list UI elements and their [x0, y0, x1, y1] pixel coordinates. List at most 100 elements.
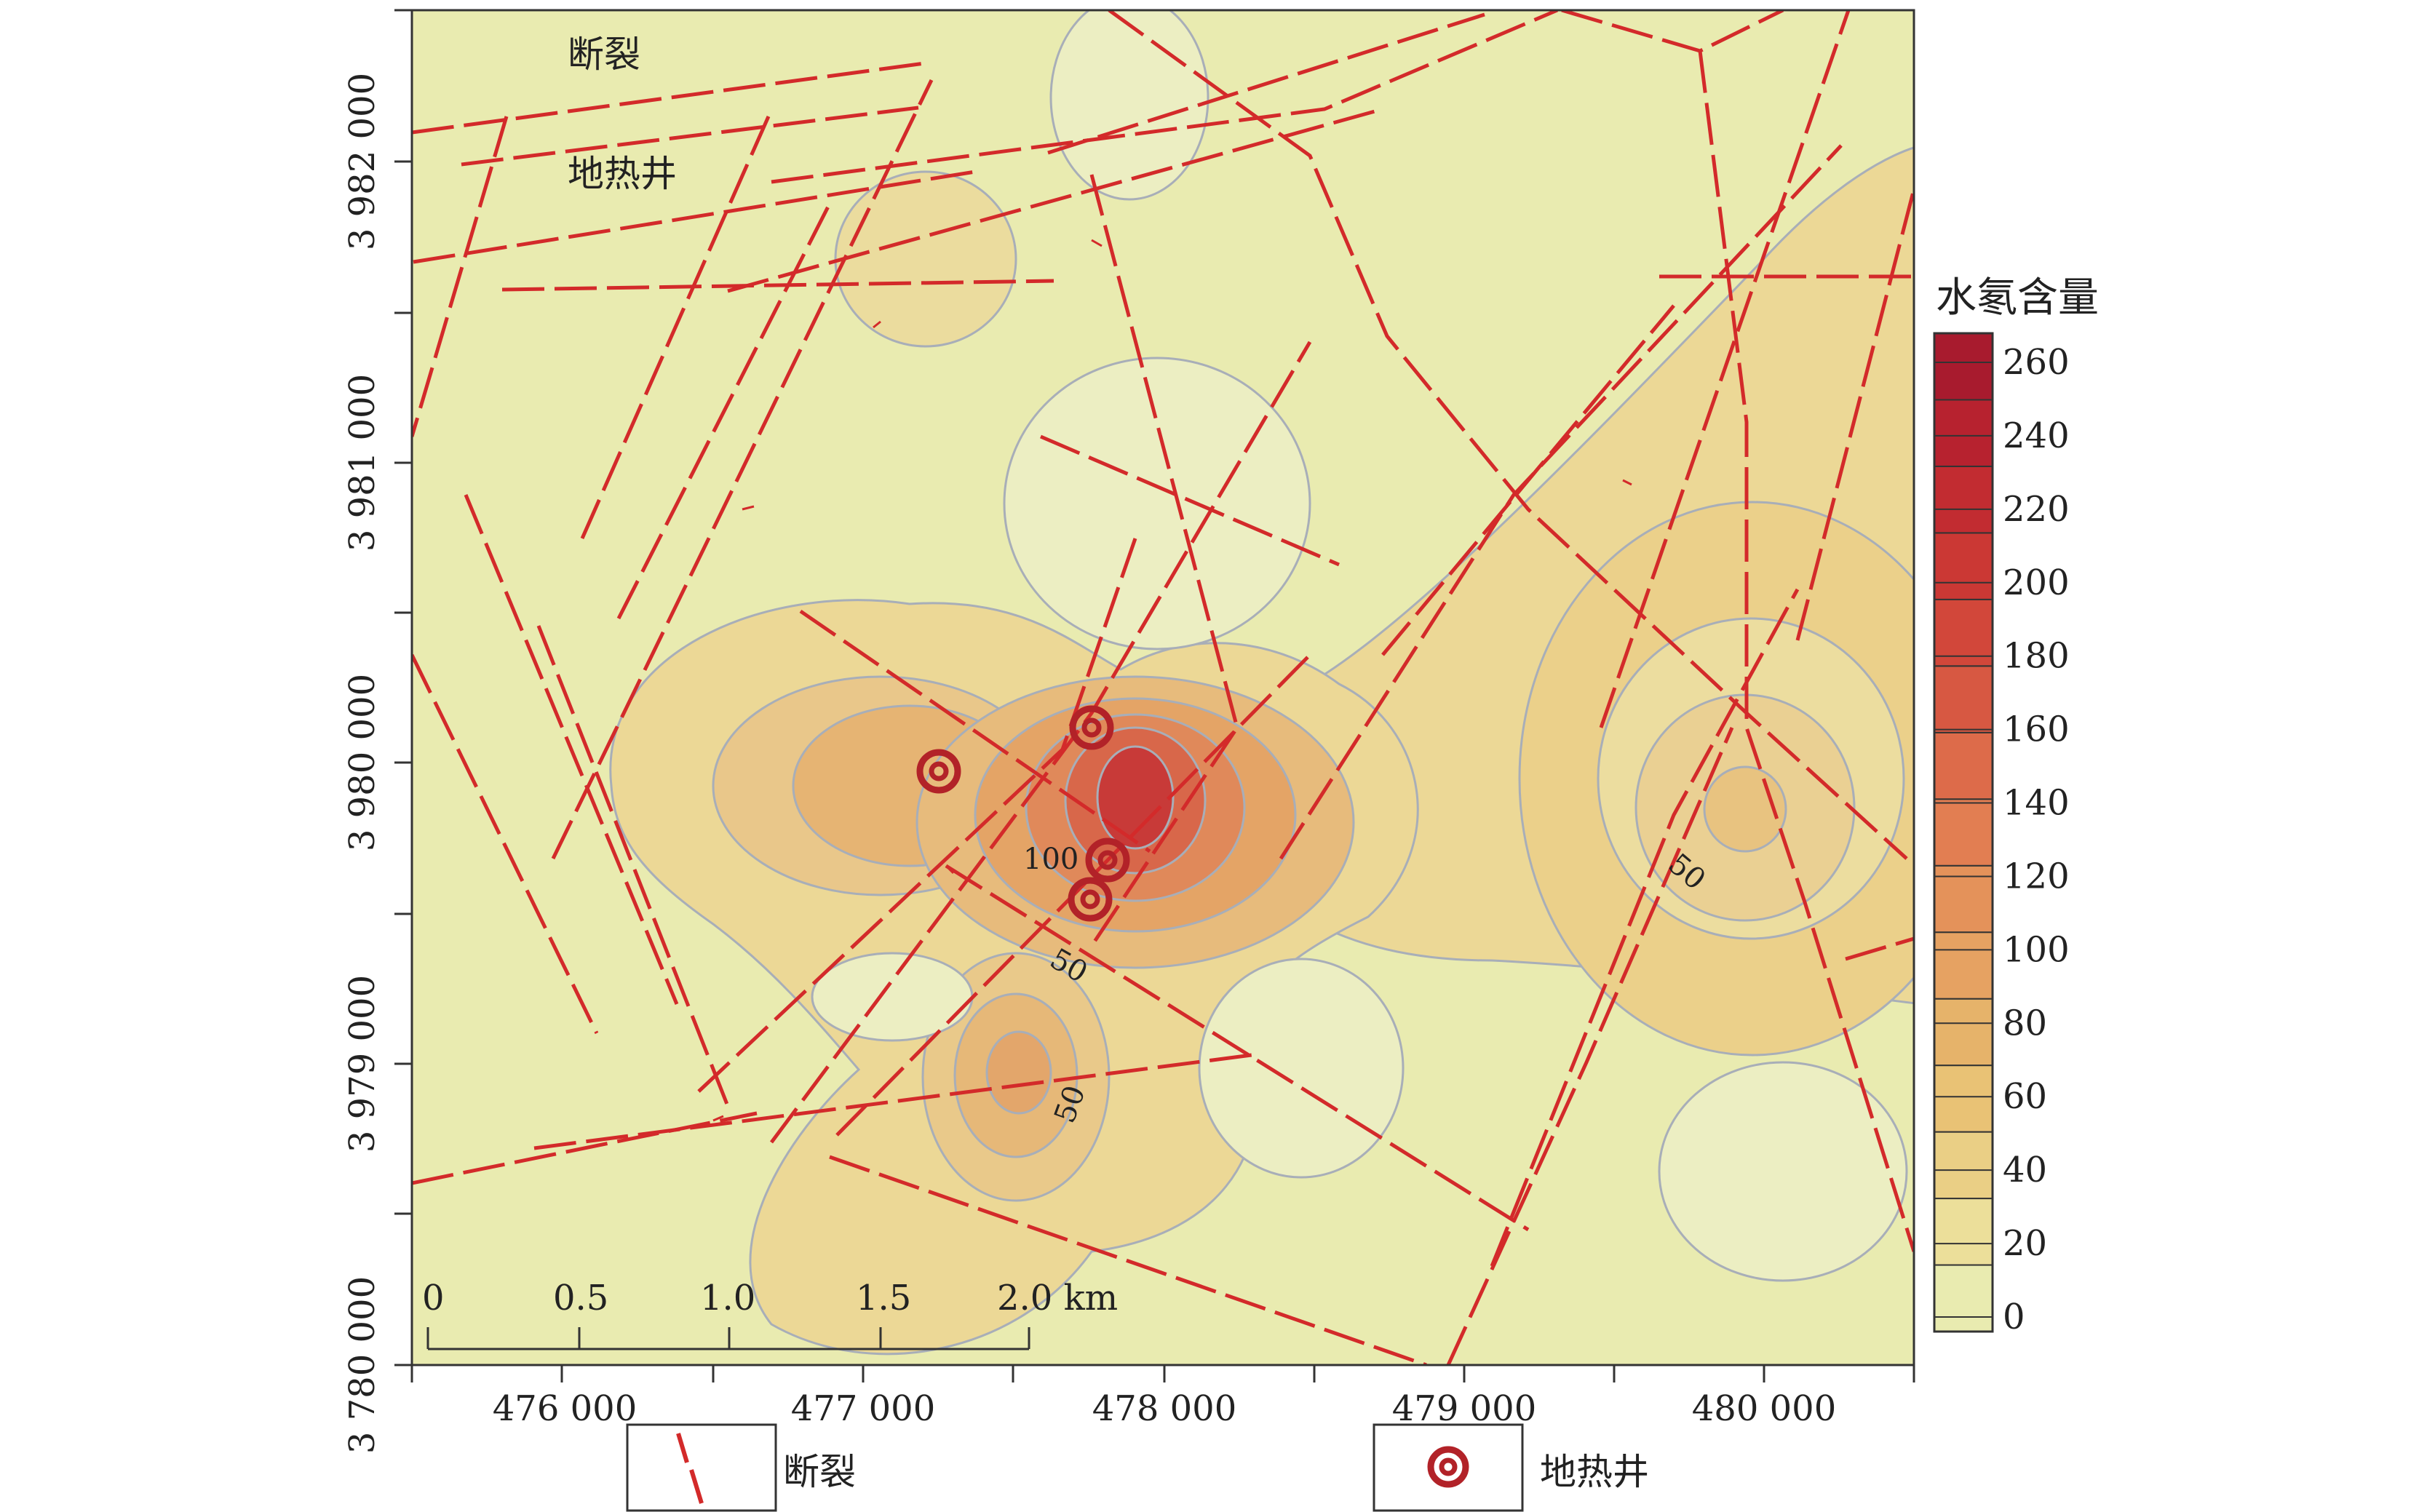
legend-well-symbol	[1427, 1446, 1469, 1488]
colorbar-swatch	[1934, 1198, 1993, 1266]
x-tick-478000: 478 000	[1092, 1388, 1237, 1429]
scale-bar-line	[426, 1327, 1030, 1350]
fault-line	[769, 341, 1312, 1144]
x-axis	[410, 1365, 1915, 1382]
fault-line	[580, 115, 771, 540]
legend: 断裂 地热井	[626, 1423, 1649, 1512]
low-pocket-south	[1198, 958, 1405, 1179]
colorbar-frame	[1933, 332, 1994, 1333]
y-axis-ticks	[394, 9, 412, 1366]
colorbar-swatch	[1934, 1264, 1993, 1332]
colorbar-tick-label: 0	[2003, 1297, 2025, 1337]
x-axis-ticks	[410, 1365, 1915, 1382]
fault-line	[1040, 434, 1340, 567]
fault-line	[829, 1155, 1427, 1365]
well-marker	[916, 749, 961, 794]
fault-line	[727, 107, 1383, 293]
fault-line	[464, 494, 679, 1005]
well-marker	[1069, 705, 1114, 750]
fault-lines	[412, 10, 1914, 1365]
fault-line	[616, 202, 832, 620]
legend-well-label: 地热井	[1540, 1451, 1649, 1493]
inner-label-fault: 断裂	[568, 33, 640, 76]
y-tick-3981000: 3 981 000	[342, 374, 383, 552]
fault-line	[412, 60, 931, 135]
low-pocket-southwest	[811, 952, 974, 1042]
y-tick-3979000: 3 979 000	[342, 975, 383, 1153]
contour-label: 100	[1023, 843, 1079, 876]
fault-line	[1108, 10, 1908, 860]
fault-line	[771, 10, 1558, 184]
fault-line	[1490, 588, 1800, 1267]
y-axis	[394, 9, 412, 1366]
fault-line	[1047, 12, 1485, 155]
colorbar-swatch	[1934, 465, 1993, 534]
well-marker	[1085, 837, 1130, 883]
colorbar-tick-label: 40	[2003, 1150, 2047, 1190]
anomaly-nw	[834, 170, 1017, 348]
low-pocket-southeast	[1658, 1061, 1908, 1282]
colorbar-swatch	[1934, 731, 1993, 800]
colorbar-tick-label: 160	[2003, 709, 2070, 750]
fault-line	[501, 279, 1054, 292]
fault-line	[412, 1111, 758, 1185]
scale-tick-0: 0	[422, 1278, 445, 1318]
fault-line	[551, 79, 934, 860]
colorbar-tick-label: 20	[2003, 1223, 2047, 1264]
fault-tick	[712, 505, 955, 1122]
fault-line	[1845, 936, 1914, 961]
colorbar-tick-label: 200	[2003, 562, 2070, 603]
legend-well-symbol-inner	[1439, 1457, 1458, 1476]
colorbar-tick-label: 100	[2003, 929, 2070, 970]
colorbar-tick-label: 120	[2003, 856, 2070, 896]
colorbar-swatch	[1934, 798, 1993, 867]
fault-line	[412, 116, 509, 437]
colorbar-swatch	[1934, 399, 1993, 467]
legend-fault-symbol	[676, 1433, 704, 1504]
x-tick-480000: 480 000	[1692, 1388, 1837, 1429]
colorbar-tick-label: 180	[2003, 636, 2070, 677]
colorbar-tick-label: 260	[2003, 342, 2070, 383]
colorbar-title: 水氡含量	[1936, 274, 2099, 322]
y-tick-3982000: 3 982 000	[342, 73, 383, 250]
fault-line	[461, 106, 919, 167]
scale-tick-1: 0.5	[553, 1278, 608, 1318]
fault-ticks	[712, 239, 1632, 1122]
colorbar-swatch	[1934, 998, 1993, 1067]
fault-line	[1795, 188, 1914, 641]
scale-tick-2: 1.0	[700, 1278, 755, 1318]
colorbar-swatch	[1934, 1065, 1993, 1133]
y-tick-3980000: 3 980 000	[342, 674, 383, 851]
colorbar-swatch	[1934, 333, 1993, 401]
fault-line	[1599, 10, 1851, 728]
low-pocket-center	[1003, 357, 1311, 650]
colorbar-tick-label: 80	[2003, 1003, 2047, 1043]
legend-well-box	[1373, 1423, 1524, 1512]
fault-line	[1698, 50, 1914, 1252]
well-marker	[1068, 877, 1113, 922]
fault-line	[1279, 144, 1843, 860]
fault-line	[697, 538, 1137, 1093]
legend-fault-label: 断裂	[783, 1451, 856, 1493]
colorbar-tick-label: 240	[2003, 415, 2070, 456]
fault-line	[1089, 174, 1239, 947]
fault-tick	[873, 239, 1632, 486]
colorbar-swatch	[1934, 1131, 1993, 1200]
x-tick-477000: 477 000	[791, 1388, 936, 1429]
fault-line	[799, 609, 1151, 854]
fault-line	[536, 625, 730, 1107]
fault-line	[412, 653, 599, 1035]
scale-tick-4: 2.0 km	[997, 1278, 1118, 1318]
y-tick-3780000: 3 780 000	[342, 1276, 383, 1454]
low-pocket-north	[1049, 10, 1209, 201]
colorbar-tick-label: 60	[2003, 1076, 2047, 1117]
map-frame	[410, 9, 1915, 1366]
radon-contour-field: 100 50 50 50	[412, 10, 1914, 1365]
fault-line	[1381, 304, 1675, 656]
scale-bar	[426, 1327, 1030, 1350]
anomaly-central-south-3	[985, 1030, 1052, 1115]
inner-label-well: 地热井	[568, 153, 677, 195]
fault-line	[533, 1053, 1252, 1150]
